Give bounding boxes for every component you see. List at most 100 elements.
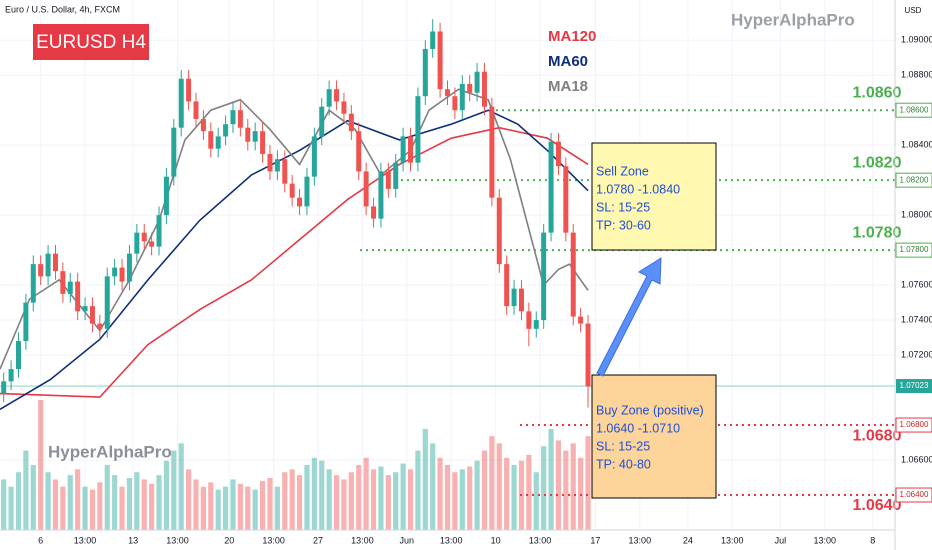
volume-bar [149, 483, 155, 530]
candle-body [378, 171, 384, 219]
candle-body [15, 341, 21, 370]
candle-body [104, 276, 110, 329]
candle-body [119, 267, 125, 282]
volume-bar [459, 469, 465, 530]
candle-body [526, 311, 532, 329]
volume-bar [385, 475, 391, 530]
x-tick-label: 24 [683, 535, 693, 545]
candle-body [245, 127, 251, 142]
volume-bar [52, 479, 59, 530]
x-tick-label: 27 [313, 535, 323, 545]
ma-line [0, 126, 589, 398]
candle-body [533, 320, 539, 329]
candle-body [297, 197, 303, 207]
last-price-tag [896, 379, 932, 394]
candle-body [371, 206, 377, 219]
candle-body [430, 31, 436, 49]
x-tick-label: 8 [870, 535, 875, 545]
candle-body [422, 48, 428, 97]
y-tick-label: 1.08800 [901, 70, 932, 80]
volume-bar [289, 469, 295, 530]
volume-bar [200, 486, 206, 530]
volume-bar [578, 457, 584, 530]
candle-body [459, 83, 465, 111]
currency: USD [905, 6, 922, 15]
x-tick-label: 13:00 [166, 535, 189, 545]
zone-text: TP: 40-80 [596, 457, 651, 471]
candle-body [304, 176, 310, 207]
volume-bar [104, 465, 110, 530]
price-tag-label: 1.06800 [900, 420, 929, 429]
arrow [596, 257, 662, 377]
watermark: HyperAlphaPro [731, 10, 855, 29]
x-tick-label: 13:00 [262, 535, 285, 545]
volume-bar [474, 460, 480, 530]
price-tag [895, 417, 932, 433]
volume-bar [141, 479, 147, 530]
candle-body [67, 281, 73, 294]
candle-body [208, 131, 214, 149]
level-label: 1.0780 [853, 224, 902, 241]
volume-bar [333, 475, 340, 530]
chart-title: EURUSD H4 [36, 32, 146, 53]
candle-body [570, 232, 576, 317]
volume-bar [45, 472, 51, 530]
candle-body [38, 264, 44, 277]
level-label: 1.0680 [853, 427, 902, 444]
volume-bar [163, 460, 170, 530]
volume-bar [237, 483, 243, 530]
candle-body [400, 136, 406, 163]
volume-bar [555, 440, 562, 530]
volume-bar [496, 443, 502, 530]
candle-body [326, 89, 332, 107]
x-tick-label: 13:00 [529, 535, 552, 545]
volume-bar [444, 465, 451, 530]
volume-bar [378, 466, 384, 530]
x-tick-label: 6 [38, 535, 43, 545]
volume-bar [119, 486, 125, 530]
volume-bar [193, 479, 199, 530]
volume-bar [304, 465, 310, 530]
candles-layer [1, 19, 591, 408]
candle-body [141, 232, 147, 242]
volume-bar [407, 469, 414, 530]
volume-bar [252, 489, 258, 530]
volume-bar [311, 457, 317, 530]
volume-bar [23, 450, 29, 530]
candle-body [97, 323, 103, 329]
volume-bar [126, 478, 133, 530]
zone-text: SL: 15-25 [596, 200, 650, 214]
zone-text: TP: 30-60 [596, 218, 651, 232]
candle-body [555, 141, 561, 167]
candle-body [334, 89, 340, 102]
x-tick-label: Jul [775, 535, 787, 545]
volume-bar [570, 443, 576, 530]
legend: MA120 MA60 MA18 [548, 28, 596, 95]
candle-body [1, 381, 7, 394]
candle-body [267, 153, 273, 172]
level-label: 1.0640 [853, 497, 902, 514]
candle-body [289, 183, 295, 198]
volume-bar [208, 482, 214, 530]
candle-body [171, 127, 177, 177]
volume-bar [370, 469, 377, 530]
volume-bar [215, 489, 221, 530]
volume-bar [415, 450, 421, 530]
legend-entry: MA18 [548, 78, 588, 95]
candle-body [193, 101, 199, 119]
volume-bar [585, 436, 591, 530]
volume-bar [82, 486, 88, 530]
candle-body [504, 264, 510, 307]
candle-body [134, 232, 140, 254]
candle-body [518, 288, 524, 312]
zones-layer: Sell Zone 1.0780 -1.0840 SL: 15-25 TP: 30-6… [591, 142, 717, 499]
subtitle: Euro / U.S. Dollar, 4h, FXCM [5, 4, 120, 14]
volume-bar [60, 486, 66, 530]
volume-bar [171, 450, 177, 530]
volume-bar [533, 472, 539, 530]
candle-body [23, 302, 29, 342]
ma-line [0, 88, 589, 370]
x-tick-label: 13:00 [721, 535, 744, 545]
volume-bar [296, 475, 303, 530]
